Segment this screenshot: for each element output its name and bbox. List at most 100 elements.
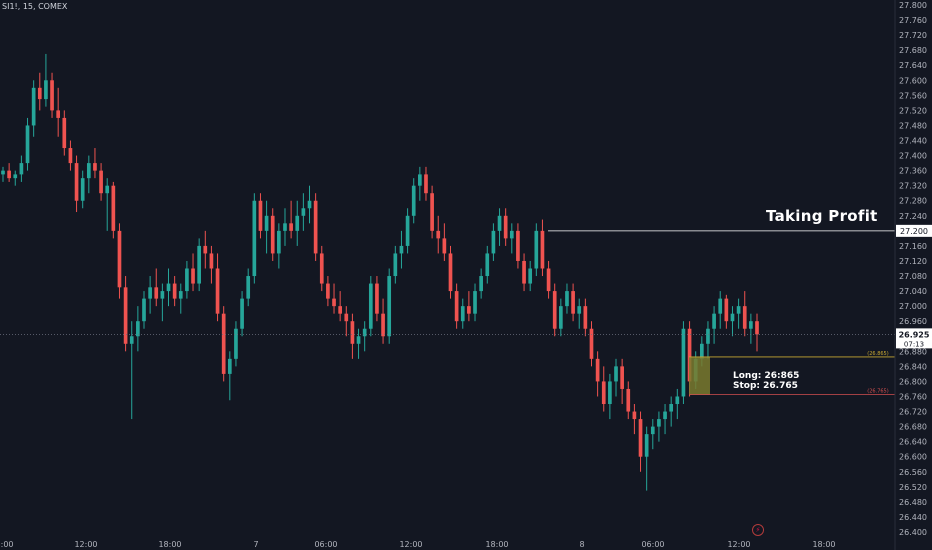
candle <box>485 245 490 284</box>
y-tick-label: 26.640 <box>899 438 927 447</box>
candle <box>405 208 410 254</box>
candle-body <box>270 215 275 254</box>
candle <box>675 388 680 420</box>
candle-body <box>657 419 661 427</box>
replay-icon[interactable]: ⚡ <box>752 524 764 536</box>
candle <box>326 276 330 307</box>
candle <box>608 373 612 420</box>
candle-body <box>332 298 336 307</box>
candle-body <box>221 313 226 374</box>
candle <box>620 358 624 405</box>
candle <box>589 321 594 367</box>
candle <box>657 411 661 442</box>
y-tick-label: 27.400 <box>899 152 927 161</box>
candle-body <box>595 358 600 382</box>
candle <box>50 72 54 118</box>
candle-body <box>283 223 287 231</box>
x-tick-label: 06:00 <box>0 540 14 549</box>
candle <box>209 245 214 284</box>
candle <box>350 313 355 359</box>
y-tick-label: 27.640 <box>899 61 927 70</box>
candle <box>577 298 582 329</box>
candle <box>595 351 600 397</box>
candle-body <box>301 208 306 216</box>
candle <box>142 291 146 329</box>
candle-body <box>454 291 459 322</box>
y-tick-label: 27.160 <box>899 242 927 251</box>
countdown-label: 07:13 <box>904 340 924 348</box>
x-tick-label: 18:00 <box>158 540 181 549</box>
candle <box>13 170 18 186</box>
time-axis[interactable]: 06:00 12:00 18:00 7 06:00 12:00 18:00 8 06:00 12:… <box>0 540 836 549</box>
y-tick-label: 27.720 <box>899 31 927 40</box>
candle <box>338 291 342 322</box>
candle-body <box>234 328 238 359</box>
candle-body <box>154 287 159 299</box>
candle-body <box>497 215 502 231</box>
y-tick-label: 26.600 <box>899 453 927 462</box>
candle-body <box>571 291 575 314</box>
candle-body <box>387 276 392 337</box>
candle-body <box>319 253 324 284</box>
candle-body <box>215 268 220 314</box>
entry-small-label: (26.865) <box>867 351 888 357</box>
candle <box>246 268 251 307</box>
candle <box>583 298 588 337</box>
y-tick-label: 27.120 <box>899 257 927 266</box>
candle <box>755 313 759 352</box>
symbol-info[interactable]: SI1!, 15, COMEX <box>2 2 68 11</box>
candle <box>381 298 385 344</box>
candle <box>509 223 514 254</box>
candle-body <box>19 163 24 175</box>
y-tick-label: 26.440 <box>899 513 927 522</box>
candle <box>86 155 91 194</box>
y-tick-label: 26.680 <box>899 423 927 432</box>
candle <box>264 200 269 254</box>
candle-body <box>1 170 5 175</box>
candle <box>442 223 447 261</box>
candle-body <box>755 321 759 335</box>
candle <box>393 245 398 284</box>
candle <box>332 283 336 314</box>
candle <box>62 110 67 156</box>
candle-body <box>644 434 649 457</box>
y-tick-label: 26.720 <box>899 408 927 417</box>
candle <box>203 230 208 269</box>
candle <box>724 294 729 329</box>
candle-body <box>577 306 582 314</box>
candle <box>749 313 753 344</box>
long-text: Long: 26:865 <box>733 371 800 381</box>
candle <box>546 260 551 299</box>
candle-body <box>25 125 30 164</box>
candle-body <box>503 215 508 239</box>
candle-body <box>123 287 128 344</box>
candle <box>571 283 575 322</box>
candle <box>362 321 367 352</box>
candle <box>742 291 747 337</box>
candle <box>558 298 563 337</box>
candle <box>565 283 569 314</box>
price-axis[interactable]: 27.800 27.760 27.720 27.680 27.640 27.600 27.5… <box>894 0 932 550</box>
candle <box>166 268 171 307</box>
candle <box>197 238 202 292</box>
candle <box>601 366 606 412</box>
candle-body <box>418 174 422 186</box>
candle <box>240 291 244 337</box>
candle <box>99 163 103 201</box>
candle <box>356 328 361 359</box>
candle <box>681 321 686 405</box>
candle-body <box>277 230 281 254</box>
candle <box>129 321 134 420</box>
candle-body <box>136 321 140 337</box>
candle-body <box>509 230 514 239</box>
candle-body <box>252 200 257 277</box>
candle-body <box>289 223 293 231</box>
stop-small-label: (26.765) <box>867 389 888 395</box>
candle-body <box>375 283 379 314</box>
y-tick-label: 26.960 <box>899 317 927 326</box>
candle-body <box>362 328 367 337</box>
candle <box>650 419 655 450</box>
candle <box>313 193 318 261</box>
y-tick-label: 27.000 <box>899 302 927 311</box>
